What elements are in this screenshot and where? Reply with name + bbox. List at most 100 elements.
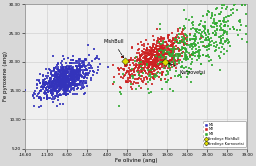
Point xyxy=(52,67,57,69)
Point xyxy=(190,61,194,63)
Point xyxy=(56,76,60,79)
Point xyxy=(177,62,181,65)
Point xyxy=(72,69,77,72)
Point xyxy=(64,72,68,75)
Point xyxy=(157,53,161,56)
Point xyxy=(48,77,52,79)
Point xyxy=(55,89,59,92)
Point xyxy=(177,73,181,76)
Point xyxy=(149,56,153,59)
Point xyxy=(153,55,157,58)
Point xyxy=(143,52,147,54)
Point xyxy=(66,68,70,71)
Point xyxy=(63,78,67,81)
Point xyxy=(159,40,163,42)
Point xyxy=(52,88,56,91)
Point xyxy=(56,66,60,68)
Point xyxy=(205,48,209,51)
Point xyxy=(144,72,148,75)
Point xyxy=(164,62,168,64)
Point xyxy=(147,66,151,68)
Point xyxy=(66,92,70,95)
Point xyxy=(218,69,222,71)
Point xyxy=(229,8,233,11)
Point xyxy=(73,70,77,73)
Point xyxy=(71,80,76,82)
Point xyxy=(80,60,84,62)
Point xyxy=(131,74,135,77)
Point xyxy=(45,89,49,91)
Point xyxy=(170,46,175,48)
Point xyxy=(61,66,65,68)
Point xyxy=(245,41,249,43)
Point xyxy=(201,44,206,47)
Point xyxy=(156,62,160,65)
Point xyxy=(64,80,68,83)
Point xyxy=(60,83,64,86)
Point xyxy=(55,92,59,94)
Point xyxy=(158,53,163,56)
Point xyxy=(48,96,52,99)
Point xyxy=(226,25,230,28)
Point xyxy=(45,95,49,97)
Point xyxy=(72,73,76,75)
Point xyxy=(194,29,198,32)
Point xyxy=(48,84,52,87)
Point xyxy=(148,48,152,51)
Point xyxy=(140,71,144,74)
Point xyxy=(60,82,65,85)
Point xyxy=(159,46,163,49)
Point xyxy=(63,82,67,85)
Point xyxy=(138,60,142,62)
Point xyxy=(73,76,77,78)
Point xyxy=(198,72,202,75)
Point xyxy=(78,67,82,70)
Point xyxy=(70,71,74,74)
Point xyxy=(135,64,139,67)
Point xyxy=(227,0,231,2)
Point xyxy=(61,74,65,77)
Point xyxy=(135,60,140,63)
Point xyxy=(141,50,145,53)
Point xyxy=(212,20,216,23)
Point xyxy=(215,27,219,30)
Point xyxy=(165,61,169,64)
Point xyxy=(62,85,66,87)
Point xyxy=(171,38,175,41)
Point xyxy=(238,28,242,31)
Point xyxy=(166,67,170,69)
Point xyxy=(59,83,63,86)
Point xyxy=(139,54,143,57)
Point xyxy=(168,87,172,90)
Point xyxy=(172,63,176,66)
Point xyxy=(134,64,138,67)
Point xyxy=(143,59,147,62)
Point xyxy=(56,77,60,80)
Point xyxy=(128,74,132,76)
Point xyxy=(150,49,154,51)
Point xyxy=(210,15,214,17)
Point xyxy=(218,29,222,32)
Point xyxy=(57,83,61,86)
Point xyxy=(62,86,67,89)
Point xyxy=(180,55,184,57)
Point xyxy=(155,40,159,42)
Point xyxy=(187,51,191,54)
Point xyxy=(151,66,155,69)
Point xyxy=(151,61,155,64)
Point xyxy=(73,79,78,81)
Point xyxy=(156,39,160,42)
Point xyxy=(197,46,201,48)
Point xyxy=(158,45,163,48)
Point xyxy=(166,52,170,55)
Point xyxy=(146,66,150,69)
Point xyxy=(192,51,196,54)
Point xyxy=(135,69,140,72)
Point xyxy=(65,70,69,73)
Point xyxy=(188,54,192,57)
Point xyxy=(70,67,74,70)
Point xyxy=(90,67,94,69)
Point xyxy=(71,69,76,72)
Point xyxy=(160,45,164,48)
Point xyxy=(175,55,179,58)
